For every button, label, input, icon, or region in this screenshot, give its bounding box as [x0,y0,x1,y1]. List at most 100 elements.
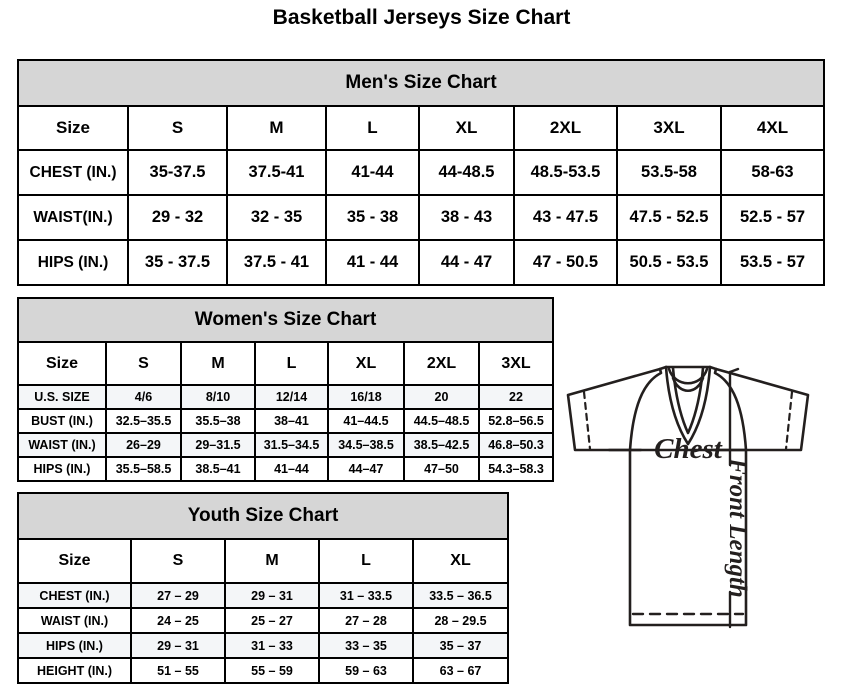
womens-bust-xl: 41–44.5 [327,408,405,434]
youth-waist-l: 27 – 28 [318,607,414,634]
womens-waist-xl: 34.5–38.5 [327,432,405,458]
torso-shape [628,448,748,627]
womens-us-size-m: 8/10 [180,384,256,410]
womens-header-3xl: 3XL [477,341,555,386]
mens-chest-s: 35-37.5 [127,149,228,196]
mens-chest-2xl: 48.5-53.5 [513,149,618,196]
youth-size-chart-table: Youth Size Chart Size S M L XL CHEST (IN… [16,492,510,684]
womens-waist-3xl: 46.8–50.3 [477,432,555,458]
mens-row-label-waist: WAIST(IN.) [17,194,129,241]
mens-chest-4xl: 58-63 [719,149,826,196]
chest-label: Chest [654,433,723,465]
table-row: WAIST(IN.) 29 - 32 32 - 35 35 - 38 38 - … [17,194,826,241]
front-length-top-tick [728,367,740,374]
jersey-measurement-diagram: Chest Front Length [533,352,843,679]
left-sleeve-shape [566,367,663,452]
womens-header-size: Size [17,341,107,386]
mens-header-2xl: 2XL [513,105,618,151]
front-length-label: Front Length [724,457,751,598]
collar-arc-lower [671,376,705,393]
mens-waist-2xl: 43 - 47.5 [513,194,618,241]
left-cuff-dashed-line [582,390,592,451]
mens-chest-m: 37.5-41 [226,149,327,196]
youth-header-size: Size [17,538,132,584]
womens-bust-3xl: 52.8–56.5 [477,408,555,434]
womens-bust-l: 38–41 [254,408,329,434]
youth-hips-m: 31 – 33 [224,632,320,659]
womens-header-2xl: 2XL [403,341,480,386]
table-row: CHEST (IN.) 27 – 29 29 – 31 31 – 33.5 33… [17,582,510,609]
womens-hips-2xl: 47–50 [403,456,480,482]
mens-size-chart-table: Men's Size Chart Size S M L XL 2XL 3XL 4… [16,59,826,286]
womens-us-size-l: 12/14 [254,384,329,410]
womens-header-xl: XL [327,341,405,386]
womens-bust-2xl: 44.5–48.5 [403,408,480,434]
youth-row-label-hips: HIPS (IN.) [17,632,132,659]
youth-height-s: 51 – 55 [130,657,226,684]
right-cuff-dashed-line [784,390,794,451]
womens-hips-l: 41–44 [254,456,329,482]
womens-us-size-xl: 16/18 [327,384,405,410]
mens-chest-3xl: 53.5-58 [616,149,722,196]
mens-row-label-hips: HIPS (IN.) [17,239,129,286]
table-row: HIPS (IN.) 35.5–58.5 38.5–41 41–44 44–47… [17,456,555,482]
mens-hips-l: 41 - 44 [325,239,420,286]
youth-header-s: S [130,538,226,584]
womens-waist-l: 31.5–34.5 [254,432,329,458]
youth-band-row: Youth Size Chart [16,492,510,540]
youth-hips-s: 29 – 31 [130,632,226,659]
mens-waist-3xl: 47.5 - 52.5 [616,194,722,241]
mens-hips-2xl: 47 - 50.5 [513,239,618,286]
v-neck-outer-curve [664,365,712,446]
womens-waist-m: 29–31.5 [180,432,256,458]
page-title: Basketball Jerseys Size Chart [272,6,571,29]
mens-hips-4xl: 53.5 - 57 [719,239,826,286]
youth-chest-m: 29 – 31 [224,582,320,609]
youth-waist-s: 24 – 25 [130,607,226,634]
mens-waist-m: 32 - 35 [226,194,327,241]
mens-header-s: S [127,105,228,151]
youth-header-m: M [224,538,320,584]
womens-us-size-2xl: 20 [403,384,480,410]
womens-row-label-bust: BUST (IN.) [17,408,107,434]
table-row: HIPS (IN.) 35 - 37.5 37.5 - 41 41 - 44 4… [17,239,826,286]
mens-header-l: L [325,105,420,151]
womens-bust-s: 32.5–35.5 [105,408,182,434]
mens-header-3xl: 3XL [616,105,722,151]
womens-us-size-3xl: 22 [477,384,555,410]
womens-header-row: Size S M L XL 2XL 3XL [17,341,555,386]
womens-header-s: S [105,341,182,386]
mens-chest-l: 41-44 [325,149,420,196]
mens-band-row: Men's Size Chart [16,59,826,107]
womens-hips-xl: 44–47 [327,456,405,482]
mens-waist-xl: 38 - 43 [418,194,515,241]
womens-band-title: Women's Size Chart [16,297,555,343]
table-row: CHEST (IN.) 35-37.5 37.5-41 41-44 44-48.… [17,149,826,196]
youth-height-m: 55 – 59 [224,657,320,684]
womens-header-l: L [254,341,329,386]
youth-row-label-height: HEIGHT (IN.) [17,657,132,684]
mens-hips-3xl: 50.5 - 53.5 [616,239,722,286]
youth-height-l: 59 – 63 [318,657,414,684]
womens-waist-s: 26–29 [105,432,182,458]
table-row: BUST (IN.) 32.5–35.5 35.5–38 38–41 41–44… [17,408,555,434]
womens-hips-3xl: 54.3–58.3 [477,456,555,482]
mens-header-4xl: 4XL [719,105,826,151]
mens-chest-xl: 44-48.5 [418,149,515,196]
youth-waist-m: 25 – 27 [224,607,320,634]
mens-hips-m: 37.5 - 41 [226,239,327,286]
youth-band-title: Youth Size Chart [16,492,510,540]
youth-header-row: Size S M L XL [17,538,510,584]
mens-header-xl: XL [418,105,515,151]
youth-hips-xl: 35 – 37 [411,632,510,659]
womens-row-label-waist: WAIST (IN.) [17,432,107,458]
youth-chest-s: 27 – 29 [130,582,226,609]
table-row: HEIGHT (IN.) 51 – 55 55 – 59 59 – 63 63 … [17,657,510,684]
mens-waist-4xl: 52.5 - 57 [719,194,826,241]
womens-row-label-us-size: U.S. SIZE [17,384,107,410]
womens-header-m: M [180,341,256,386]
table-row: WAIST (IN.) 26–29 29–31.5 31.5–34.5 34.5… [17,432,555,458]
table-row: HIPS (IN.) 29 – 31 31 – 33 33 – 35 35 – … [17,632,510,659]
mens-waist-s: 29 - 32 [127,194,228,241]
collar-arc-upper [667,367,709,385]
